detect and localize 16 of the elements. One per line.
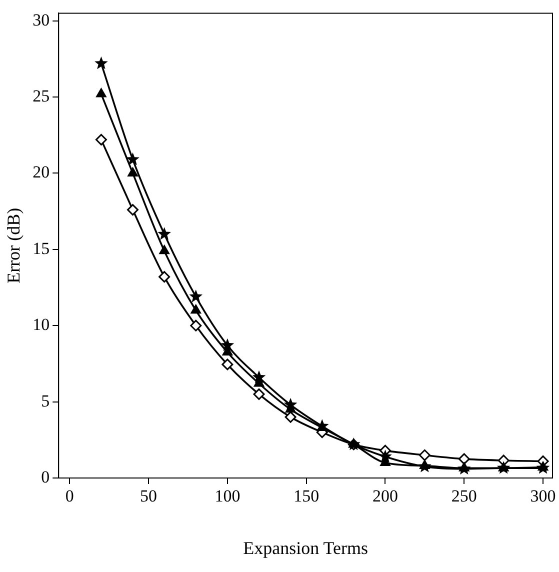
y-tick-label: 0 bbox=[41, 467, 50, 486]
x-axis-title: Expansion Terms bbox=[243, 538, 368, 558]
y-tick-label: 15 bbox=[32, 238, 50, 258]
x-tick-label: 50 bbox=[140, 486, 158, 506]
x-tick-label: 300 bbox=[530, 486, 556, 506]
y-tick-label: 30 bbox=[32, 10, 50, 30]
y-tick-label: 25 bbox=[32, 86, 50, 106]
x-tick-label: 200 bbox=[372, 486, 398, 506]
y-tick-label: 10 bbox=[32, 315, 50, 334]
y-tick-label: 5 bbox=[41, 391, 50, 410]
x-tick-label: 100 bbox=[214, 486, 240, 506]
x-tick-label: 0 bbox=[65, 486, 74, 506]
y-axis-title: Error (dB) bbox=[4, 208, 24, 284]
x-tick-label: 250 bbox=[451, 486, 477, 506]
y-tick-label: 20 bbox=[32, 162, 50, 182]
x-tick-label: 150 bbox=[294, 486, 320, 506]
